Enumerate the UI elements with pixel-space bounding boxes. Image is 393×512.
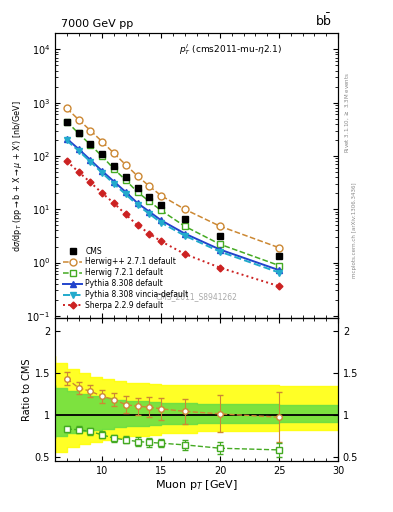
CMS [123,174,128,180]
Text: b$\bar{\mathrm{b}}$: b$\bar{\mathrm{b}}$ [315,12,332,29]
Pythia 8.308 default [147,208,152,215]
Herwig++ 2.7.1 default [218,223,222,229]
CMS [64,119,69,125]
Pythia 8.308 default [123,189,128,195]
Pythia 8.308 default [218,246,222,252]
Herwig 7.2.1 default [277,263,281,269]
Pythia 8.308 vincia-default [159,220,163,226]
Sherpa 2.2.9 default [76,169,81,175]
Herwig++ 2.7.1 default [76,117,81,123]
Line: Pythia 8.308 vincia-default: Pythia 8.308 vincia-default [64,137,282,275]
Herwig 7.2.1 default [123,177,128,183]
Herwig 7.2.1 default [147,198,152,204]
Sherpa 2.2.9 default [123,211,128,218]
Herwig++ 2.7.1 default [100,139,105,145]
Sherpa 2.2.9 default [64,158,69,164]
Pythia 8.308 default [88,157,93,163]
X-axis label: Muon p$_T$ [GeV]: Muon p$_T$ [GeV] [155,478,238,493]
Sherpa 2.2.9 default [147,230,152,237]
CMS [277,253,281,260]
Sherpa 2.2.9 default [277,283,281,289]
Sherpa 2.2.9 default [182,251,187,257]
Herwig++ 2.7.1 default [277,245,281,251]
Sherpa 2.2.9 default [88,179,93,185]
Pythia 8.308 default [182,230,187,237]
Pythia 8.308 default [64,136,69,142]
Herwig++ 2.7.1 default [135,173,140,179]
Text: 7000 GeV pp: 7000 GeV pp [61,19,133,29]
Text: Rivet 3.1.10, $\geq$ 3.3M events: Rivet 3.1.10, $\geq$ 3.3M events [344,72,351,153]
Text: $p^l_T$ (cms2011-mu-$\eta$2.1): $p^l_T$ (cms2011-mu-$\eta$2.1) [179,42,282,57]
Text: CMS_2011_S8941262: CMS_2011_S8941262 [156,292,237,301]
Herwig 7.2.1 default [159,207,163,214]
Sherpa 2.2.9 default [159,238,163,244]
Herwig 7.2.1 default [182,223,187,229]
Pythia 8.308 default [112,179,116,185]
Herwig 7.2.1 default [135,189,140,195]
Pythia 8.308 vincia-default [76,147,81,154]
Y-axis label: Ratio to CMS: Ratio to CMS [22,358,32,421]
CMS [159,202,163,208]
Pythia 8.308 vincia-default [100,170,105,176]
CMS [76,130,81,136]
CMS [135,185,140,191]
Herwig++ 2.7.1 default [159,193,163,199]
CMS [88,141,93,147]
Text: mcplots.cern.ch [arXiv:1306.3436]: mcplots.cern.ch [arXiv:1306.3436] [352,183,357,278]
Herwig++ 2.7.1 default [147,183,152,189]
Herwig 7.2.1 default [64,119,69,125]
Pythia 8.308 vincia-default [218,249,222,255]
Herwig 7.2.1 default [88,142,93,148]
Line: Herwig++ 2.7.1 default: Herwig++ 2.7.1 default [63,105,283,251]
CMS [100,151,105,157]
CMS [182,216,187,222]
Herwig 7.2.1 default [100,153,105,159]
Sherpa 2.2.9 default [135,222,140,228]
Line: Pythia 8.308 default: Pythia 8.308 default [64,136,282,273]
Line: Herwig 7.2.1 default: Herwig 7.2.1 default [63,118,283,269]
CMS [218,232,222,239]
Pythia 8.308 vincia-default [112,181,116,187]
Pythia 8.308 vincia-default [123,191,128,198]
Pythia 8.308 vincia-default [64,137,69,143]
Herwig 7.2.1 default [112,166,116,172]
Pythia 8.308 default [76,146,81,152]
Herwig 7.2.1 default [218,241,222,247]
Herwig++ 2.7.1 default [112,150,116,156]
Pythia 8.308 vincia-default [88,159,93,165]
Herwig++ 2.7.1 default [64,105,69,112]
Pythia 8.308 vincia-default [135,202,140,208]
Pythia 8.308 vincia-default [147,211,152,217]
CMS [147,194,152,200]
Line: CMS: CMS [64,119,282,260]
Pythia 8.308 default [159,217,163,223]
CMS [112,163,116,169]
Herwig++ 2.7.1 default [123,162,128,168]
Pythia 8.308 default [277,267,281,273]
Sherpa 2.2.9 default [112,200,116,206]
Y-axis label: d$\sigma$/dp$_T$ (pp$\rightarrow$b + X$\rightarrow\mu$ + X$^\prime$) [nb/GeV]: d$\sigma$/dp$_T$ (pp$\rightarrow$b + X$\… [11,100,24,251]
Pythia 8.308 vincia-default [277,269,281,275]
Sherpa 2.2.9 default [100,190,105,196]
Sherpa 2.2.9 default [218,265,222,271]
Pythia 8.308 default [135,200,140,206]
Pythia 8.308 vincia-default [182,232,187,239]
Herwig++ 2.7.1 default [182,206,187,212]
Line: Sherpa 2.2.9 default: Sherpa 2.2.9 default [64,159,281,289]
Herwig 7.2.1 default [76,131,81,137]
Pythia 8.308 default [100,168,105,174]
Herwig++ 2.7.1 default [88,127,93,134]
Legend: CMS, Herwig++ 2.7.1 default, Herwig 7.2.1 default, Pythia 8.308 default, Pythia : CMS, Herwig++ 2.7.1 default, Herwig 7.2.… [62,245,190,312]
